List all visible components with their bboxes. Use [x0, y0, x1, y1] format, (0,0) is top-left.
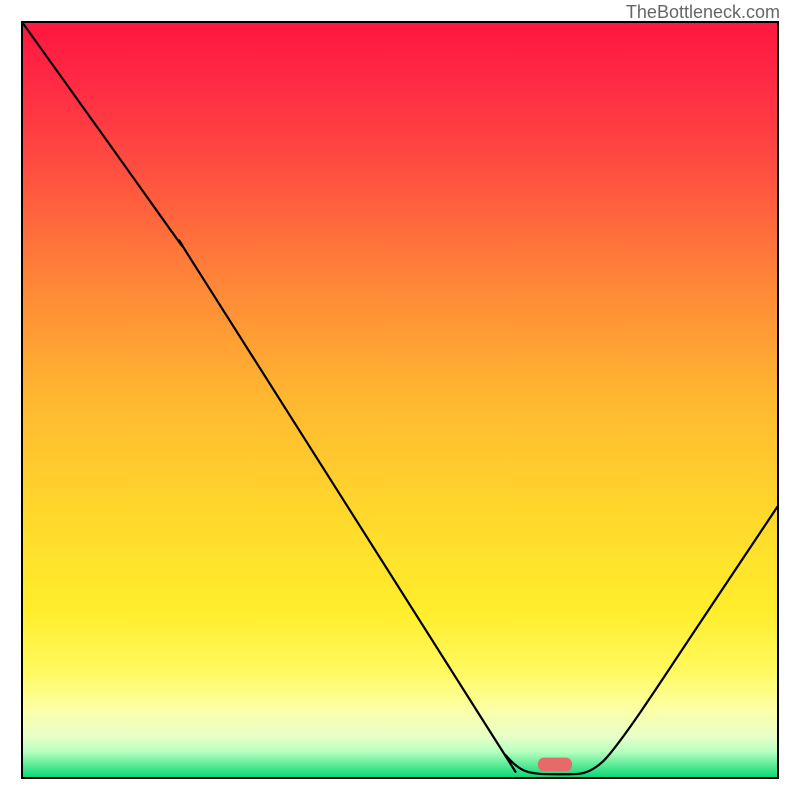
chart-background — [22, 22, 778, 778]
optimal-marker — [538, 758, 572, 772]
attribution-text: TheBottleneck.com — [626, 2, 780, 23]
bottleneck-chart — [0, 0, 800, 800]
